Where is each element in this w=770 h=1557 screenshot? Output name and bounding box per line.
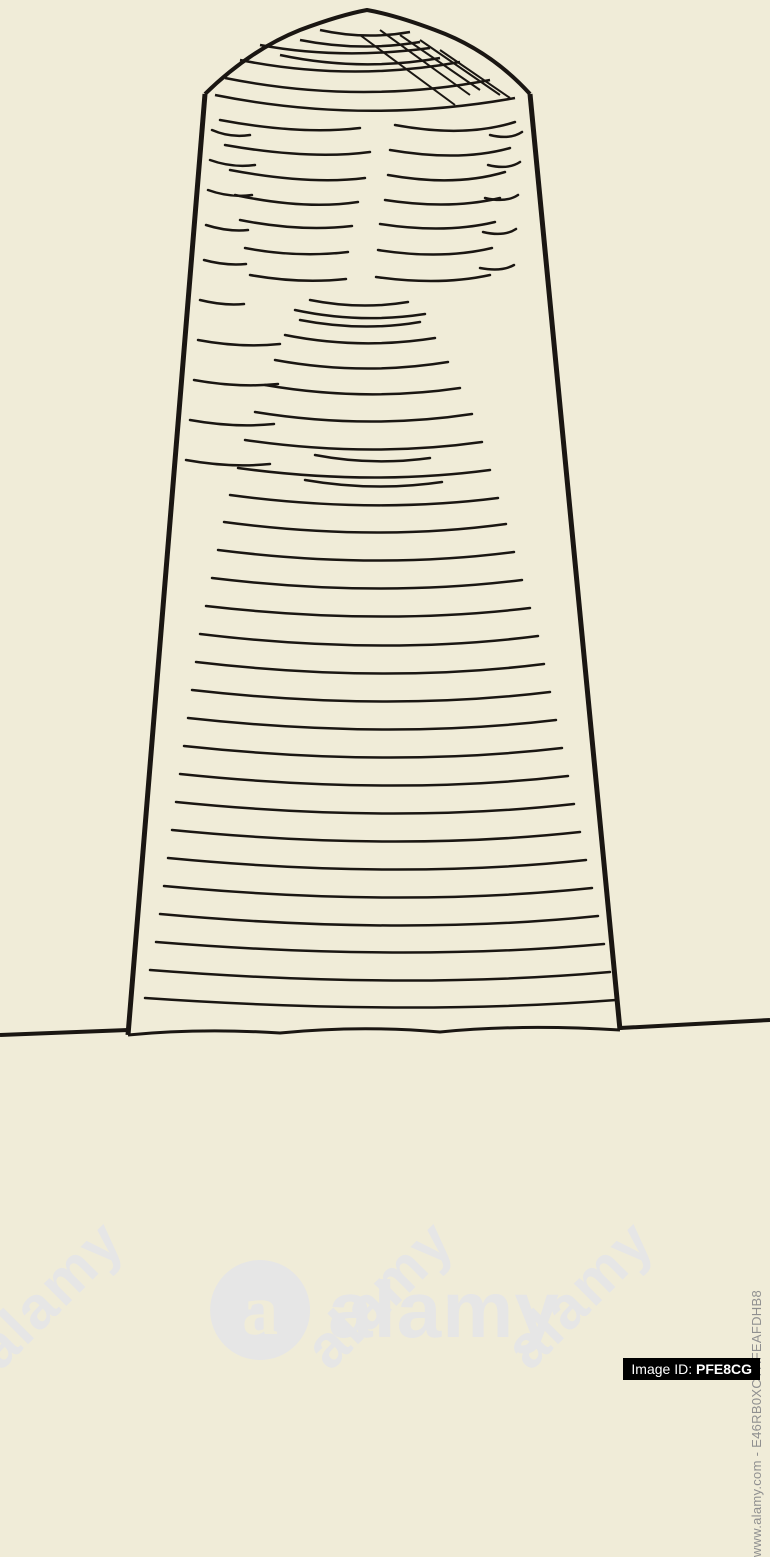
- watermark-diagonal: alamy: [0, 1206, 137, 1382]
- watermark-logo-text: alamy: [328, 1264, 560, 1356]
- watermark-logo-icon: a: [210, 1260, 310, 1360]
- image-id-value: PFE8CG: [696, 1361, 752, 1377]
- tower-engraving: [0, 0, 770, 1080]
- watermark-logo: a alamy: [210, 1260, 560, 1360]
- illustration: [0, 0, 770, 1080]
- image-id-badge: Image ID: PFE8CG: [623, 1358, 760, 1380]
- image-id-label: Image ID:: [631, 1361, 696, 1377]
- credit-text: www.alamy.com - E46RB0XCYHFEAFDHB8: [749, 1290, 764, 1557]
